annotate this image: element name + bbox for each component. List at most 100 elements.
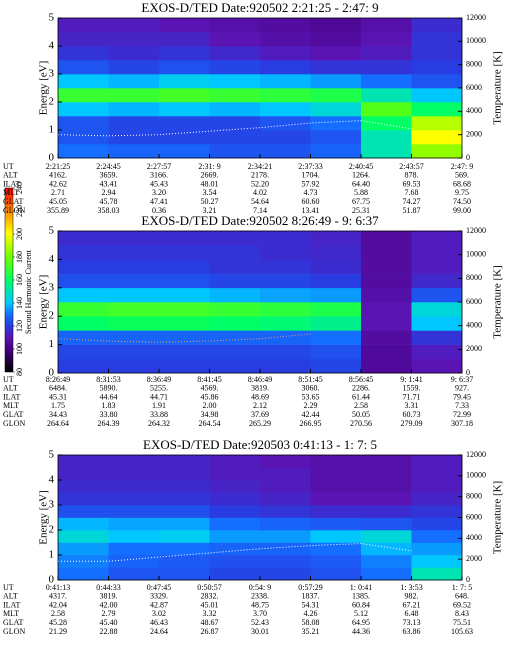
heatmap-cell: [58, 231, 109, 246]
heatmap-cell: [411, 530, 463, 543]
heatmap-cell: [58, 273, 109, 289]
heatmap-cell: [361, 102, 412, 117]
heatmap-cell: [108, 130, 160, 145]
heatmap-cell: [411, 32, 463, 47]
heatmap-cell: [159, 330, 210, 345]
heatmap-cell: [159, 505, 210, 518]
table-cell: 42.87: [150, 600, 168, 609]
table-cell: 4569.: [201, 384, 219, 393]
table-cell: 45.31: [49, 392, 67, 401]
table-cell: 3819.: [251, 384, 269, 393]
table-cell: 3.31: [405, 401, 419, 410]
heatmap-cell: [209, 231, 261, 246]
heatmap-cell: [310, 492, 362, 506]
heatmap-cell: [209, 302, 261, 317]
heatmap-cell: [58, 302, 109, 317]
table-cell: 3060.: [302, 384, 320, 393]
heatmap-cell: [58, 32, 109, 47]
table-cell: 2338.: [251, 592, 269, 601]
heatmap-cell: [411, 330, 463, 345]
heatmap-cell: [58, 530, 109, 543]
heatmap-cell: [411, 116, 463, 131]
heatmap-cell: [260, 467, 311, 481]
heatmap-cell: [310, 273, 362, 289]
table-cell: 3819.: [100, 592, 118, 601]
row-label: ILAT: [3, 392, 20, 401]
heatmap-cell: [361, 60, 412, 75]
heatmap-cell: [260, 344, 311, 360]
heatmap-cell: [159, 316, 210, 331]
table-cell: 69.53: [403, 179, 421, 188]
heatmap-cell: [58, 259, 109, 274]
heatmap-cell: [310, 102, 362, 117]
heatmap-cell: [209, 517, 261, 531]
heatmap-cell: [361, 46, 412, 61]
heatmap-cell: [209, 492, 261, 506]
table-cell: 264.54: [199, 419, 221, 428]
heatmap: [58, 455, 463, 581]
heatmap-cell: [209, 530, 261, 543]
heatmap-cell: [411, 467, 463, 481]
heatmap-cell: [108, 88, 160, 103]
table-cell: 45.01: [201, 600, 219, 609]
heatmap-cell: [260, 32, 311, 47]
heatmap-cell: [58, 567, 109, 581]
table-cell: 44.71: [150, 392, 168, 401]
heatmap-cell: [310, 455, 362, 468]
table-cell: 1559.: [403, 384, 421, 393]
heatmap-cell: [260, 74, 311, 89]
heatmap-cell: [209, 555, 261, 568]
table-cell: 63.86: [403, 627, 421, 636]
table-cell: 1264.: [352, 171, 370, 180]
heatmap-cell: [361, 88, 412, 103]
y-tick-label: 2: [49, 310, 55, 322]
table-cell: 75.51: [453, 618, 471, 627]
row-label: ILAT: [3, 600, 20, 609]
heatmap-cell: [209, 316, 261, 331]
table-cell: 60.60: [302, 197, 320, 206]
table-cell: 4.73: [304, 188, 318, 197]
heatmap-cell: [108, 144, 160, 159]
heatmap-cell: [361, 542, 412, 556]
y2-axis-label: Temperature [K]: [492, 51, 504, 124]
x-tick-label: 2:24:45: [96, 162, 120, 171]
heatmap-cell: [411, 245, 463, 260]
heatmap-cell: [361, 116, 412, 131]
table-cell: 264.39: [98, 419, 120, 428]
table-cell: 2.58: [51, 609, 65, 618]
x-tick-label: 0:41:13: [46, 583, 70, 592]
table-cell: 61.44: [352, 392, 370, 401]
table-cell: 982.: [405, 592, 419, 601]
heatmap-cell: [310, 130, 362, 145]
table-cell: 45.05: [49, 197, 67, 206]
table-cell: 52.20: [251, 179, 269, 188]
table-cell: 266.95: [300, 419, 322, 428]
heatmap-cell: [361, 505, 412, 518]
heatmap-cell: [411, 102, 463, 117]
heatmap-cell: [159, 60, 210, 75]
heatmap-cell: [159, 130, 210, 145]
heatmap-cell: [310, 330, 362, 345]
heatmap-cell: [361, 358, 412, 374]
table-cell: 60.84: [352, 600, 370, 609]
x-tick-label: 2:40:45: [349, 162, 373, 171]
heatmap-cell: [108, 273, 160, 289]
heatmap-cell: [209, 46, 261, 61]
heatmap-cell: [108, 542, 160, 556]
table-cell: 48.69: [251, 392, 269, 401]
row-label: UT: [3, 375, 14, 384]
table-cell: 21.29: [49, 627, 67, 636]
table-cell: 72.99: [453, 410, 471, 419]
heatmap-cell: [209, 480, 261, 493]
table-cell: 46.43: [150, 618, 168, 627]
heatmap-cell: [260, 480, 311, 493]
table-cell: 44.36: [352, 627, 370, 636]
heatmap-cell: [310, 144, 362, 159]
panel-title: EXOS-D/TED Date:920503 0:41:13 - 1: 7: 5: [143, 437, 377, 452]
heatmap-cell: [361, 287, 412, 303]
heatmap-cell: [159, 492, 210, 506]
table-cell: 6484.: [49, 384, 67, 393]
heatmap-cell: [58, 116, 109, 131]
heatmap-cell: [58, 316, 109, 331]
heatmap-cell: [260, 46, 311, 61]
